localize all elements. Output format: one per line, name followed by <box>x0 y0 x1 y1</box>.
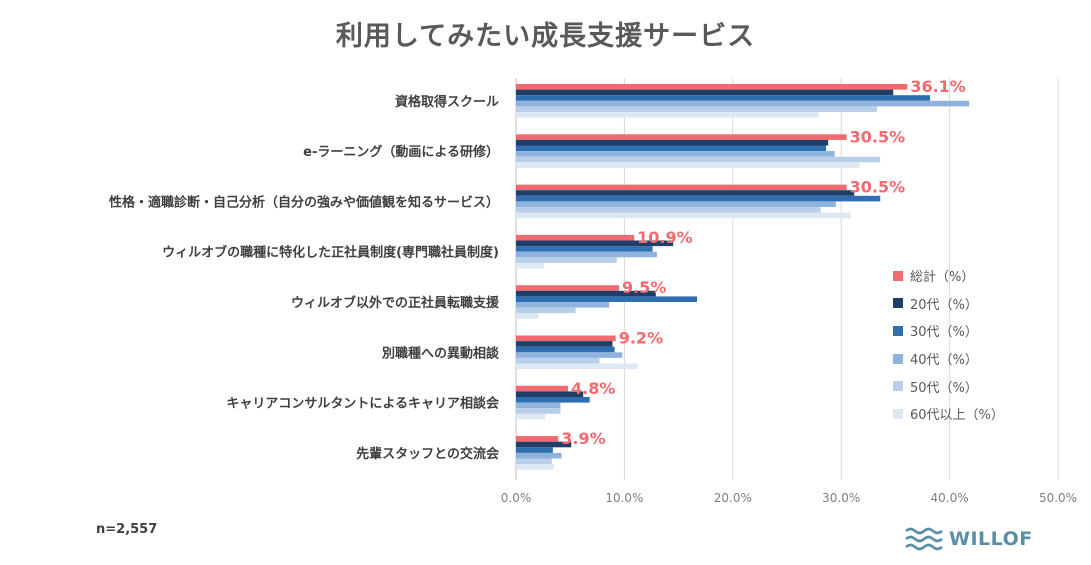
legend-label: 20代（%） <box>910 297 978 313</box>
legend-item: 40代（%） <box>893 345 1004 373</box>
bar <box>516 341 613 347</box>
bar <box>516 139 829 146</box>
bar <box>516 302 610 308</box>
data-label: 30.5% <box>850 127 906 146</box>
bar <box>516 458 552 465</box>
bar <box>516 397 590 403</box>
x-tick-label: 30.0% <box>822 491 860 505</box>
bar <box>516 184 847 191</box>
x-tick-label: 0.0% <box>501 491 532 505</box>
legend-item: 30代（%） <box>893 317 1004 345</box>
category-label: ウィルオブ以外での正社員転職支援 <box>291 295 500 311</box>
x-tick-label: 10.0% <box>605 491 643 505</box>
legend-label: 40代（%） <box>910 353 978 369</box>
data-label: 9.2% <box>619 329 663 348</box>
legend: 総計（%） 20代（%） 30代（%） 40代（%） 50代（%） 60代以上（%） <box>893 262 1004 428</box>
sample-size: n=2,557 <box>96 522 158 537</box>
bar <box>516 447 553 453</box>
bar <box>516 207 821 213</box>
bar <box>516 402 561 409</box>
bar <box>516 195 881 202</box>
data-label: 9.5% <box>622 278 666 297</box>
bar <box>516 84 908 90</box>
category-label: 資格取得スクール <box>395 94 499 110</box>
bar <box>516 436 559 442</box>
bar <box>516 413 546 420</box>
bars <box>516 84 970 470</box>
data-labels: 36.1% 30.5% 30.5% 10.9% 9.5% 9.2% 4.8% 3.9% <box>561 77 966 448</box>
bar <box>516 145 827 152</box>
bar <box>516 290 656 297</box>
category-label: 性格・適職診断・自己分析（自分の強みや価値観を知るサービス） <box>109 194 499 210</box>
x-tick-label: 20.0% <box>714 491 752 505</box>
legend-swatch <box>893 270 903 281</box>
category-label: e-ラーニング（動画による研修） <box>303 144 499 160</box>
bar <box>516 162 860 168</box>
data-label: 30.5% <box>850 178 906 197</box>
data-label: 36.1% <box>910 77 966 96</box>
legend-label: 60代以上（%） <box>910 408 1004 424</box>
bar <box>516 408 561 414</box>
bar <box>516 212 851 219</box>
legend-label: 30代（%） <box>910 325 978 341</box>
bar <box>516 100 970 107</box>
bar <box>516 391 584 397</box>
legend-item: 総計（%） <box>893 262 1004 290</box>
bar <box>516 385 569 392</box>
bar <box>516 313 539 319</box>
legend-label: 50代（%） <box>910 380 978 396</box>
bar <box>516 134 847 140</box>
wave-logo-icon <box>905 527 943 551</box>
legend-swatch <box>893 298 903 309</box>
bar-chart: 資格取得スクール e-ラーニング（動画による研修） 性格・適職診断・自己分析（自分の… <box>109 77 1077 505</box>
data-label: 4.8% <box>571 379 615 398</box>
bar <box>516 357 600 364</box>
bar <box>516 452 562 459</box>
bar <box>516 346 615 353</box>
bar <box>516 151 835 157</box>
bar <box>516 112 819 118</box>
x-tick-label: 40.0% <box>931 491 969 505</box>
bar <box>516 335 616 342</box>
bar <box>516 363 638 370</box>
bar <box>516 285 619 291</box>
category-label: 先輩スタッフとの交流会 <box>356 446 500 462</box>
legend-swatch <box>893 325 903 336</box>
chart-title: 利用してみたい成長支援サービス <box>335 21 756 52</box>
legend-swatch <box>893 408 903 419</box>
willof-logo: WILLOF <box>905 526 1033 552</box>
bar <box>516 257 617 263</box>
bar <box>516 106 877 112</box>
legend-swatch <box>893 353 903 364</box>
bar <box>516 89 894 96</box>
legend-swatch <box>893 381 903 392</box>
logo-text: WILLOF <box>949 528 1033 550</box>
legend-item: 20代（%） <box>893 290 1004 318</box>
bar <box>516 156 881 163</box>
category-labels: 資格取得スクール e-ラーニング（動画による研修） 性格・適職診断・自己分析（自分の… <box>109 94 500 462</box>
data-label: 10.9% <box>637 228 693 247</box>
category-label: キャリアコンサルタントによるキャリア相談会 <box>226 396 500 412</box>
x-tick-label: 50.0% <box>1039 491 1077 505</box>
bar <box>516 201 836 207</box>
bar <box>516 464 554 470</box>
bar <box>516 441 572 448</box>
category-label: ウィルオブの職種に特化した正社員制度(専門職社員制度) <box>162 245 499 261</box>
bar <box>516 190 855 196</box>
legend-label: 総計（%） <box>910 270 975 286</box>
legend-item: 50代（%） <box>893 372 1004 400</box>
bar <box>516 234 635 241</box>
bar <box>516 240 674 247</box>
bar <box>516 296 698 302</box>
bar <box>516 307 576 314</box>
bar <box>516 352 623 358</box>
bar <box>516 262 545 269</box>
bar <box>516 251 657 258</box>
bar <box>516 95 931 101</box>
data-label: 3.9% <box>561 429 605 448</box>
x-axis-ticks: 0.0% 10.0% 20.0% 30.0% 40.0% 50.0% <box>501 491 1077 505</box>
category-label: 別職種への異動相談 <box>381 345 500 361</box>
bar <box>516 246 653 252</box>
legend-item: 60代以上（%） <box>893 400 1004 428</box>
